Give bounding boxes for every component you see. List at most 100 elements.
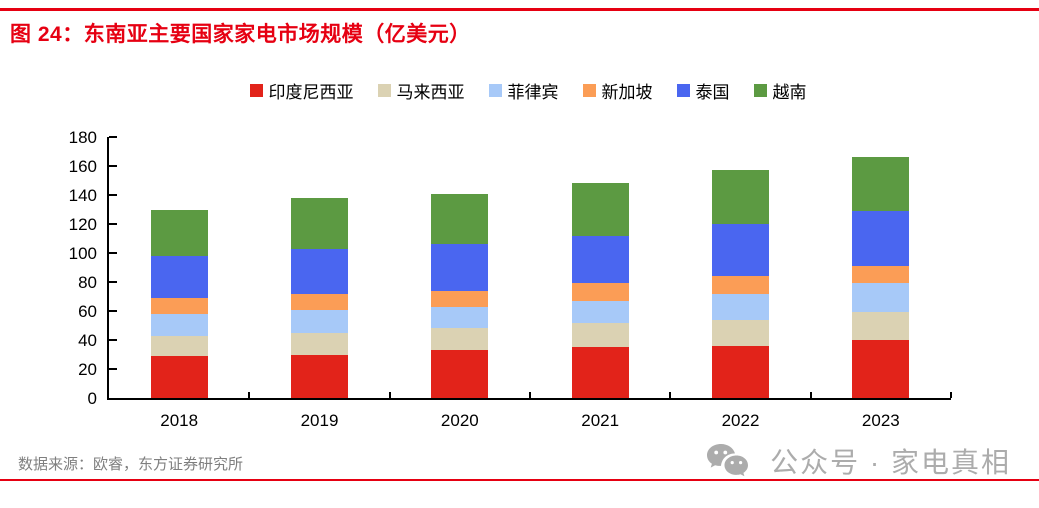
legend-label: 菲律宾 — [507, 83, 559, 102]
legend-label: 泰国 — [695, 83, 730, 102]
bar-segment-越南 — [431, 193, 489, 245]
data-source-note: 数据来源：欧睿，东方证券研究所 — [18, 456, 244, 473]
y-axis-label: 120 — [68, 214, 97, 234]
legend-label: 马来西亚 — [396, 83, 465, 102]
bar-segment-越南 — [712, 170, 769, 225]
y-axis-tick — [109, 368, 117, 370]
figure-title: 图 24：东南亚主要国家家电市场规模（亿美元） — [10, 23, 471, 46]
bar-segment-越南 — [571, 183, 629, 236]
y-axis-tick — [109, 165, 117, 167]
bar-2022 — [712, 170, 769, 398]
y-axis-tick — [109, 339, 117, 341]
x-axis-label: 2023 — [861, 411, 900, 430]
bar-segment-新加坡 — [431, 290, 489, 307]
bar-segment-泰国 — [150, 255, 208, 298]
bar-segment-马来西亚 — [150, 335, 208, 356]
x-axis-tick — [388, 392, 391, 398]
bar-segment-泰国 — [571, 235, 629, 284]
bar-segment-印度尼西亚 — [150, 355, 208, 398]
brand-text: 公众号 · 家电真相 — [770, 447, 1011, 478]
bar-segment-新加坡 — [291, 293, 348, 310]
bar-segment-菲律宾 — [712, 293, 769, 320]
stacked-bar-chart: 0 20 40 60 80 100 120 140 160 180 2018 2019 2020 2021… — [69, 129, 952, 430]
bar-2023 — [852, 157, 910, 398]
bar-segment-印度尼西亚 — [712, 345, 769, 398]
legend-swatch — [488, 84, 502, 97]
legend-label: 印度尼西亚 — [268, 83, 354, 102]
y-axis-tick — [109, 281, 117, 283]
legend-item-越南: 越南 — [753, 78, 807, 103]
y-axis-label: 0 — [87, 388, 97, 408]
bar-segment-印度尼西亚 — [852, 340, 910, 398]
bar-segment-马来西亚 — [712, 319, 769, 346]
bar-segment-菲律宾 — [431, 306, 489, 329]
y-axis-tick — [109, 136, 117, 138]
bar-segment-菲律宾 — [852, 283, 910, 313]
bar-segment-菲律宾 — [150, 313, 208, 336]
legend-item-印度尼西亚: 印度尼西亚 — [249, 78, 354, 103]
y-axis-label: 140 — [68, 185, 97, 205]
bar-segment-菲律宾 — [571, 300, 629, 323]
bar-segment-新加坡 — [852, 266, 910, 284]
y-axis-tick — [109, 310, 117, 312]
bar-segment-泰国 — [291, 248, 348, 294]
legend-item-菲律宾: 菲律宾 — [488, 78, 559, 103]
bar-2019 — [291, 197, 348, 398]
bar-segment-印度尼西亚 — [571, 347, 629, 398]
bar-segment-马来西亚 — [431, 328, 489, 351]
bar-segment-马来西亚 — [291, 332, 348, 355]
x-axis-label: 2020 — [440, 411, 479, 430]
x-axis-tick — [950, 392, 952, 398]
y-axis-label: 180 — [68, 127, 97, 147]
legend-swatch — [249, 84, 263, 97]
chart-legend: 印度尼西亚 马来西亚 菲律宾 新加坡 泰国 越南 — [107, 78, 949, 103]
x-axis-label: 2021 — [581, 411, 620, 430]
bar-segment-泰国 — [431, 244, 489, 291]
bar-segment-新加坡 — [712, 276, 769, 294]
bar-segment-新加坡 — [571, 283, 629, 301]
legend-swatch — [753, 84, 767, 97]
bar-segment-越南 — [852, 157, 910, 211]
legend-item-新加坡: 新加坡 — [582, 78, 653, 103]
bar-segment-泰国 — [852, 210, 910, 267]
x-axis-label: 2019 — [300, 411, 339, 430]
x-axis-label: 2022 — [721, 411, 760, 430]
bar-segment-越南 — [291, 197, 348, 249]
legend-swatch — [377, 84, 391, 97]
bar-segment-马来西亚 — [852, 312, 910, 340]
bar-segment-新加坡 — [150, 297, 208, 314]
brand-footer: 公众号 · 家电真相 — [706, 441, 1011, 481]
wechat-icon — [706, 443, 758, 479]
y-axis-label: 80 — [78, 272, 97, 292]
bar-segment-印度尼西亚 — [291, 354, 348, 398]
y-axis-tick — [109, 194, 117, 196]
bar-2018 — [150, 209, 208, 398]
y-axis-label: 60 — [78, 301, 97, 321]
bar-segment-菲律宾 — [291, 309, 348, 333]
bar-segment-马来西亚 — [571, 322, 629, 348]
y-axis-label: 160 — [68, 156, 97, 176]
legend-swatch — [676, 84, 690, 97]
y-axis-label: 100 — [68, 243, 97, 263]
legend-item-泰国: 泰国 — [676, 78, 730, 103]
legend-item-马来西亚: 马来西亚 — [377, 78, 465, 103]
x-axis-label: 2018 — [160, 411, 199, 430]
x-axis-tick — [529, 392, 531, 398]
bar-segment-泰国 — [712, 224, 769, 277]
y-axis-tick — [109, 252, 117, 254]
x-axis-tick — [809, 392, 812, 398]
legend-label: 越南 — [772, 83, 807, 102]
y-axis-label: 40 — [78, 330, 97, 350]
bottom-accent-rule — [0, 479, 1039, 481]
x-axis-tick — [248, 392, 251, 398]
y-axis-label: 20 — [78, 359, 97, 379]
legend-label: 新加坡 — [601, 83, 653, 102]
bar-2021 — [571, 183, 629, 398]
y-axis-tick — [109, 223, 117, 225]
x-axis-tick — [669, 392, 672, 398]
bar-2020 — [431, 193, 489, 398]
top-accent-rule — [0, 8, 1039, 11]
legend-swatch — [582, 84, 596, 97]
bar-segment-印度尼西亚 — [431, 350, 489, 398]
